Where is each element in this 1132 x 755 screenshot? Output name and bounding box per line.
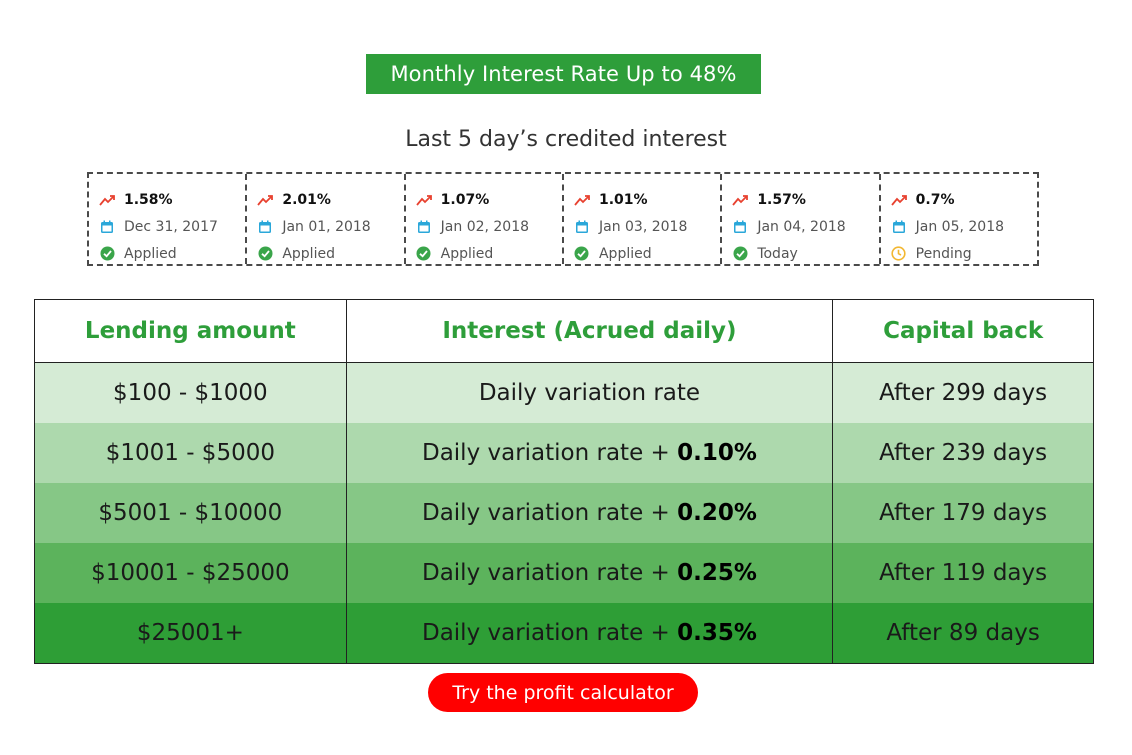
interest-text: Daily variation rate + (421, 440, 678, 466)
day-status: Applied (124, 245, 177, 262)
lending-amount: $25001+ (34, 603, 347, 664)
capital-back: After 179 days (832, 483, 1094, 543)
day-card: 1.58% Dec 31, 2017 Applied (89, 174, 248, 264)
trend-up-icon (99, 192, 115, 208)
table-row: $1001 - $5000 Daily variation rate + 0.1… (34, 423, 1094, 483)
check-circle-icon (99, 246, 115, 262)
day-rate: 1.07% (440, 191, 490, 208)
check-circle-icon (257, 246, 273, 262)
day-date: Jan 01, 2018 (282, 218, 371, 235)
day-status: Today (757, 245, 798, 262)
check-circle-icon (416, 246, 432, 262)
interest-bonus: 0.20% (677, 500, 757, 526)
day-date: Jan 02, 2018 (440, 218, 530, 235)
day-status: Applied (440, 245, 494, 262)
table-row: $25001+ Daily variation rate + 0.35% Aft… (34, 603, 1094, 664)
day-rate: 0.7% (915, 191, 955, 208)
day-status: Pending (915, 245, 972, 262)
interest-bonus: 0.25% (677, 560, 757, 586)
day-card: 1.57% Jan 04, 2018 Today (722, 174, 881, 264)
trend-up-icon (732, 192, 749, 208)
lending-plans-table: Lending amount Interest (Acrued daily) C… (34, 299, 1094, 664)
section-subtitle: Last 5 day’s credited interest (405, 127, 727, 152)
interest-text: Daily variation rate + (421, 500, 678, 526)
header-lending-amount: Lending amount (34, 299, 347, 363)
day-rate: 1.58% (124, 191, 173, 208)
table-row: $10001 - $25000 Daily variation rate + 0… (34, 543, 1094, 603)
trend-up-icon (257, 192, 274, 208)
clock-icon (891, 246, 907, 262)
lending-amount: $10001 - $25000 (34, 543, 347, 603)
interest-cell: Daily variation rate (345, 362, 834, 423)
day-status: Applied (282, 245, 335, 262)
check-circle-icon (574, 246, 590, 262)
lending-amount: $1001 - $5000 (34, 423, 347, 483)
lending-amount: $5001 - $10000 (34, 483, 347, 543)
day-rate: 1.57% (757, 191, 806, 208)
trend-up-icon (890, 192, 907, 208)
interest-banner: Monthly Interest Rate Up to 48% (366, 54, 761, 94)
interest-cell: Daily variation rate + 0.20% (345, 483, 834, 543)
table-row: $100 - $1000 Daily variation rate After … (34, 362, 1094, 423)
day-date: Jan 04, 2018 (757, 218, 846, 235)
day-status: Applied (598, 245, 652, 262)
capital-back: After 239 days (832, 423, 1094, 483)
calendar-icon (732, 219, 748, 235)
day-date: Jan 05, 2018 (915, 218, 1005, 235)
lending-amount: $100 - $1000 (34, 362, 347, 423)
interest-cell: Daily variation rate + 0.10% (345, 423, 834, 483)
day-rate: 2.01% (282, 191, 331, 208)
calendar-icon (99, 219, 115, 235)
trend-up-icon (574, 192, 590, 208)
profit-calculator-button[interactable]: Try the profit calculator (428, 673, 698, 712)
day-card: 0.7% Jan 05, 2018 Pending (881, 174, 1037, 264)
interest-text: Daily variation rate (478, 380, 701, 406)
day-card: 1.01% Jan 03, 2018 Applied (564, 174, 723, 264)
trend-up-icon (415, 192, 432, 208)
header-interest: Interest (Acrued daily) (345, 299, 834, 363)
interest-text: Daily variation rate + (421, 560, 678, 586)
table-row: $5001 - $10000 Daily variation rate + 0.… (34, 483, 1094, 543)
calendar-icon (416, 219, 432, 235)
capital-back: After 89 days (832, 603, 1094, 664)
day-card: 1.07% Jan 02, 2018 Applied (406, 174, 564, 264)
interest-bonus: 0.10% (677, 440, 757, 466)
day-rate: 1.01% (598, 191, 648, 208)
calendar-icon (257, 219, 273, 235)
calendar-icon (891, 219, 907, 235)
check-circle-icon (732, 246, 748, 262)
capital-back: After 119 days (832, 543, 1094, 603)
interest-bonus: 0.35% (677, 620, 757, 646)
credited-interest-strip: 1.58% Dec 31, 2017 Applied 2.01% Jan 01,… (87, 172, 1039, 266)
interest-cell: Daily variation rate + 0.25% (345, 543, 834, 603)
interest-cell: Daily variation rate + 0.35% (345, 603, 834, 664)
calendar-icon (574, 219, 590, 235)
capital-back: After 299 days (832, 362, 1094, 423)
header-capital-back: Capital back (832, 299, 1094, 363)
interest-text: Daily variation rate + (421, 620, 678, 646)
day-date: Jan 03, 2018 (598, 218, 688, 235)
day-card: 2.01% Jan 01, 2018 Applied (247, 174, 406, 264)
day-date: Dec 31, 2017 (124, 218, 218, 235)
